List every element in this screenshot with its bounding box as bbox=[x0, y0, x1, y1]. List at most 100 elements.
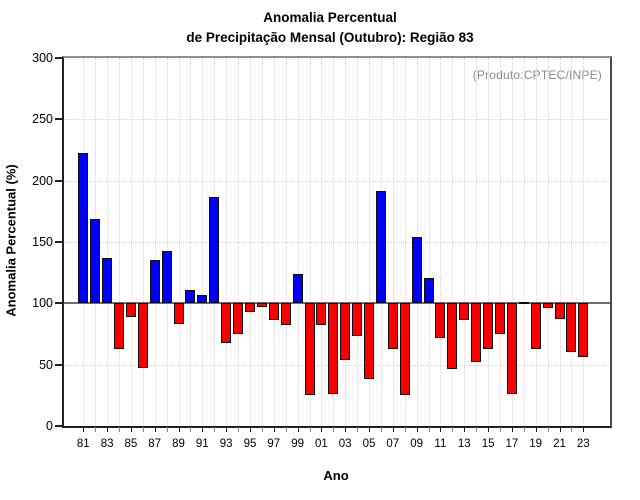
x-tick-2016 bbox=[500, 427, 501, 432]
y-tick-label-100: 100 bbox=[32, 296, 53, 311]
x-tick-label-2023: 23 bbox=[576, 438, 590, 450]
bar-2005 bbox=[364, 303, 374, 380]
y-tick-0 bbox=[55, 425, 62, 427]
bar-1989 bbox=[173, 303, 184, 325]
y-tick-50 bbox=[55, 363, 62, 366]
x-tick-2013 bbox=[464, 427, 466, 432]
x-tick-2017 bbox=[511, 427, 513, 432]
x-tick-label-1985: 85 bbox=[124, 438, 138, 450]
x-tick-1982 bbox=[95, 427, 97, 432]
bar-1986 bbox=[137, 303, 148, 369]
x-tick-2003 bbox=[345, 427, 347, 432]
x-tick-label-2011: 11 bbox=[434, 438, 447, 450]
x-tick-2023 bbox=[583, 427, 585, 432]
bar-1992 bbox=[209, 196, 220, 304]
h-gridline-250 bbox=[64, 119, 610, 121]
y-tick-200 bbox=[55, 179, 62, 182]
bar-2001 bbox=[316, 303, 327, 326]
x-tick-1984 bbox=[119, 427, 120, 432]
x-tick-2001 bbox=[321, 427, 323, 432]
bar-1984 bbox=[114, 303, 124, 349]
x-tick-1987 bbox=[154, 427, 156, 432]
bar-1990 bbox=[185, 289, 196, 304]
bar-2020 bbox=[542, 303, 553, 309]
bar-2012 bbox=[447, 303, 458, 370]
x-tick-2002 bbox=[333, 427, 335, 432]
y-tick-label-200: 200 bbox=[32, 173, 53, 188]
x-tick-2011 bbox=[440, 427, 442, 432]
bar-2000 bbox=[304, 303, 315, 396]
produto-credit-label: (Produto:CPTEC/INPE) bbox=[472, 68, 602, 82]
x-tick-2009 bbox=[416, 427, 418, 432]
x-tick-label-2003: 03 bbox=[338, 438, 352, 450]
bar-1996 bbox=[256, 303, 267, 307]
x-tick-label-1987: 87 bbox=[148, 438, 162, 450]
x-tick-label-1983: 83 bbox=[100, 438, 114, 450]
x-tick-1997 bbox=[273, 427, 275, 432]
bar-2021 bbox=[554, 303, 565, 320]
x-tick-2014 bbox=[476, 427, 478, 432]
x-tick-1991 bbox=[202, 427, 204, 432]
bar-1994 bbox=[233, 303, 244, 334]
x-tick-2000 bbox=[309, 427, 311, 432]
x-tick-label-1991: 91 bbox=[195, 438, 209, 450]
bar-2014 bbox=[471, 303, 482, 363]
x-tick-1989 bbox=[178, 427, 180, 432]
x-tick-label-2015: 15 bbox=[481, 438, 495, 450]
x-tick-2005 bbox=[369, 427, 370, 432]
bar-1991 bbox=[197, 294, 208, 304]
x-tick-2022 bbox=[571, 427, 573, 432]
bar-2010 bbox=[423, 277, 434, 304]
bar-2015 bbox=[483, 303, 494, 349]
chart-title: Anomalia Percentual de Precipitação Mens… bbox=[40, 8, 620, 48]
x-tick-2006 bbox=[380, 427, 382, 432]
bar-2023 bbox=[578, 303, 589, 358]
x-tick-label-2007: 07 bbox=[386, 438, 400, 450]
x-tick-2012 bbox=[452, 427, 454, 432]
x-tick-2007 bbox=[392, 427, 394, 432]
x-tick-label-2009: 09 bbox=[410, 438, 423, 450]
bar-2007 bbox=[387, 303, 398, 349]
bar-2008 bbox=[399, 303, 410, 396]
bar-2003 bbox=[340, 303, 351, 360]
x-tick-1993 bbox=[226, 427, 228, 432]
bar-2019 bbox=[530, 303, 541, 349]
x-tick-1999 bbox=[297, 427, 299, 432]
chart-title-line2: de Precipitação Mensal (Outubro): Região… bbox=[186, 30, 474, 45]
x-tick-2004 bbox=[357, 427, 359, 432]
y-tick-label-250: 250 bbox=[32, 112, 53, 127]
x-tick-1988 bbox=[166, 427, 168, 432]
bar-1981 bbox=[78, 152, 89, 304]
chart-title-line1: Anomalia Percentual bbox=[263, 10, 397, 25]
bar-1987 bbox=[149, 260, 160, 304]
y-tick-250 bbox=[55, 118, 62, 121]
bar-2013 bbox=[459, 303, 470, 321]
x-tick-1996 bbox=[261, 427, 263, 432]
bar-2022 bbox=[566, 303, 577, 353]
h-gridline-150 bbox=[64, 242, 610, 243]
x-axis-title: Ano bbox=[323, 468, 349, 483]
x-tick-1995 bbox=[250, 427, 251, 432]
x-tick-label-2017: 17 bbox=[505, 438, 519, 450]
bar-1998 bbox=[280, 303, 291, 326]
bar-2016 bbox=[495, 303, 505, 334]
x-tick-1981 bbox=[83, 427, 85, 432]
x-tick-2010 bbox=[428, 427, 430, 432]
x-tick-2008 bbox=[404, 427, 406, 432]
bar-2009 bbox=[411, 237, 422, 304]
bar-2011 bbox=[435, 303, 446, 338]
x-tick-label-1989: 89 bbox=[172, 438, 185, 450]
bar-2017 bbox=[506, 303, 517, 395]
x-tick-label-1997: 97 bbox=[267, 438, 281, 450]
x-tick-2020 bbox=[547, 427, 549, 432]
x-tick-label-1981: 81 bbox=[76, 438, 90, 450]
bar-1985 bbox=[125, 303, 136, 317]
x-tick-label-2021: 21 bbox=[553, 438, 566, 450]
x-tick-label-2005: 05 bbox=[362, 438, 376, 450]
bar-2004 bbox=[352, 303, 363, 337]
y-tick-label-300: 300 bbox=[32, 51, 53, 65]
x-tick-1985 bbox=[130, 427, 132, 432]
x-tick-1986 bbox=[142, 427, 144, 432]
y-tick-label-0: 0 bbox=[46, 419, 53, 433]
